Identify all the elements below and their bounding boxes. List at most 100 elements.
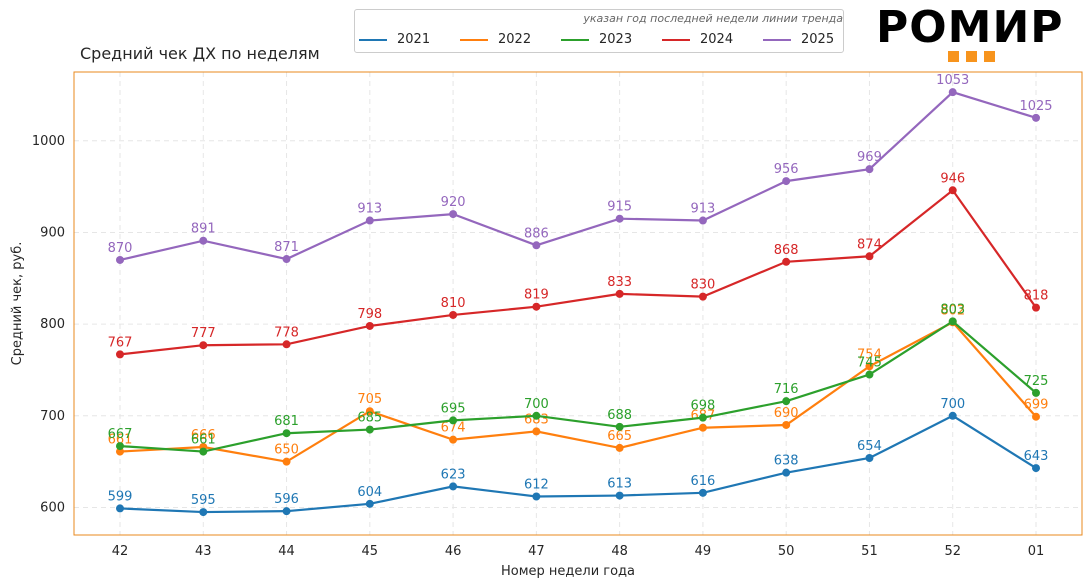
data-point-2021 [698,488,707,497]
data-label-2024: 767 [108,335,133,350]
data-label-2025: 870 [108,241,133,256]
data-label-2023: 700 [524,397,549,412]
data-point-2025 [1032,113,1040,122]
data-point-2022 [782,420,791,429]
data-label-2023: 681 [274,414,299,429]
data-label-2024: 777 [191,326,216,341]
x-tick-label: 48 [611,544,628,559]
legend-item-2024: 2024 [662,32,763,47]
data-label-2024: 833 [607,275,632,290]
data-point-2023 [199,447,208,456]
data-label-2021: 599 [108,489,133,504]
data-label-2021: 596 [274,492,299,507]
chart-title: Средний чек ДХ по неделям [80,44,320,63]
data-label-2025: 915 [607,200,632,215]
data-label-2021: 604 [357,485,382,500]
legend-label: 2021 [397,32,431,47]
data-point-2021 [615,491,624,500]
series-line-2025 [119,90,1037,262]
data-point-2021 [116,504,124,513]
data-label-2021: 654 [857,439,882,454]
data-point-2025 [199,236,208,245]
data-label-2025: 969 [857,150,882,165]
data-point-2023 [282,429,291,438]
data-point-2023 [365,425,374,434]
data-label-2024: 868 [774,243,799,258]
data-label-2023: 695 [441,401,466,416]
data-point-2025 [948,88,957,97]
series-line-2021 [119,414,1037,514]
legend-swatch [359,38,387,41]
data-label-2023: 803 [940,302,965,317]
legend-item-2025: 2025 [763,32,864,47]
y-tick-label: 800 [40,317,65,332]
series-line-2024 [119,188,1037,356]
data-label-2021: 700 [940,397,965,412]
data-point-2022 [116,447,124,456]
y-tick-label: 700 [40,409,65,424]
data-point-2024 [865,252,874,261]
legend-item-2021: 2021 [359,32,460,47]
data-label-2022: 705 [357,392,382,407]
data-label-2022: 650 [274,443,299,458]
data-label-2024: 818 [1024,289,1049,304]
data-label-2025: 891 [191,222,216,237]
data-point-2021 [532,492,541,501]
data-label-2022: 666 [191,428,216,443]
data-label-2023: 745 [857,356,882,371]
logo-square-icon [948,51,959,62]
data-label-2025: 1025 [1019,99,1052,114]
logo-square-icon [984,51,995,62]
x-tick-label: 50 [778,544,795,559]
y-tick-label: 600 [40,500,65,515]
series-line-2022 [119,320,1037,463]
data-label-2023: 725 [1024,374,1049,389]
x-tick-label: 52 [944,544,961,559]
data-point-2024 [698,292,707,301]
data-label-2024: 874 [857,237,882,252]
data-label-2025: 871 [274,240,299,255]
x-tick-label: 49 [695,544,712,559]
data-point-2024 [199,341,208,350]
x-tick-label: 01 [1028,544,1045,559]
data-point-2023 [1032,388,1040,397]
legend-swatch [460,38,488,41]
data-point-2025 [116,255,124,264]
data-point-2025 [282,255,291,264]
data-point-2025 [615,214,624,223]
legend-item-2023: 2023 [561,32,662,47]
data-point-2024 [1032,303,1040,312]
data-point-2022 [865,362,874,371]
data-label-2022: 661 [108,433,133,448]
data-label-2023: 685 [357,411,382,426]
data-point-2025 [365,216,374,225]
romir-logo: РОМИР [876,6,1066,66]
data-label-2024: 778 [274,325,299,340]
data-label-2023: 716 [774,382,799,397]
data-label-2021: 623 [441,467,466,482]
data-label-2024: 946 [940,171,965,186]
logo-text: РОМИР [876,2,1064,53]
data-point-2024 [532,302,541,311]
data-label-2021: 613 [607,477,632,492]
plot-frame [73,71,1083,536]
data-point-2024 [116,350,124,359]
data-point-2024 [782,257,791,266]
y-tick-label: 1000 [32,134,65,149]
data-label-2021: 638 [774,454,799,469]
x-tick-label: 46 [445,544,462,559]
data-label-2022: 802 [940,303,965,318]
data-label-2022: 674 [441,421,466,436]
data-label-2025: 913 [690,202,715,217]
legend: указан год последней недели линии тренда… [354,9,844,53]
data-point-2025 [532,241,541,250]
data-label-2025: 920 [441,195,466,210]
data-label-2025: 886 [524,226,549,241]
data-point-2024 [615,289,624,298]
data-point-2023 [449,416,458,425]
data-label-2025: 1053 [936,73,969,88]
data-point-2021 [199,508,208,517]
x-tick-label: 43 [195,544,212,559]
data-point-2021 [865,453,874,462]
data-point-2025 [698,216,707,225]
